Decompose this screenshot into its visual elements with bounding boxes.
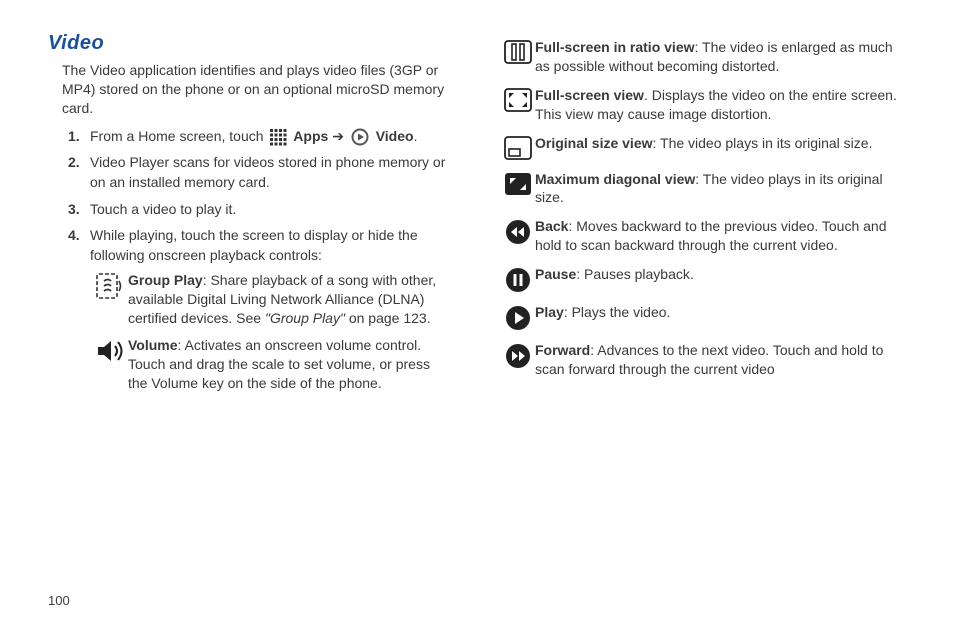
original-size-icon [501, 134, 535, 160]
left-feature-list: Group Play: Share playback of a song wit… [94, 271, 453, 392]
group-play-icon [94, 271, 128, 328]
feature-desc: Forward: Advances to the next video. Tou… [535, 341, 906, 379]
feature-item: Maximum diagonal view: The video plays i… [501, 170, 906, 208]
max-diagonal-icon [501, 170, 535, 208]
feature-item: Pause: Pauses playback. [501, 265, 906, 293]
feature-item: Original size view: The video plays in i… [501, 134, 906, 160]
feature-item: Full-screen view. Displays the video on … [501, 86, 906, 124]
fullscreen-icon [501, 86, 535, 124]
right-feature-list: Full-screen in ratio view: The video is … [501, 38, 906, 379]
fullscreen-ratio-icon [501, 38, 535, 76]
video-label: Video [376, 128, 414, 144]
back-icon [501, 217, 535, 255]
step-item: 3. Touch a video to play it. [68, 199, 453, 219]
left-column: Video The Video application identifies a… [48, 32, 453, 401]
feature-item: Volume: Activates an onscreen volume con… [94, 336, 453, 393]
step-number: 4. [68, 225, 90, 266]
page-number: 100 [48, 593, 70, 608]
feature-desc: Full-screen in ratio view: The video is … [535, 38, 906, 76]
step-body: Touch a video to play it. [90, 199, 453, 219]
feature-item: Back: Moves backward to the previous vid… [501, 217, 906, 255]
section-title: Video [48, 32, 453, 55]
feature-desc: Volume: Activates an onscreen volume con… [128, 336, 453, 393]
step-number: 3. [68, 199, 90, 219]
feature-desc: Play: Plays the video. [535, 303, 906, 331]
feature-desc: Original size view: The video plays in i… [535, 134, 906, 160]
step-item: 4. While playing, touch the screen to di… [68, 225, 453, 266]
feature-item: Forward: Advances to the next video. Tou… [501, 341, 906, 379]
feature-desc: Maximum diagonal view: The video plays i… [535, 170, 906, 208]
step-item: 2. Video Player scans for videos stored … [68, 152, 453, 193]
step-number: 1. [68, 126, 90, 146]
feature-desc: Pause: Pauses playback. [535, 265, 906, 293]
feature-desc: Full-screen view. Displays the video on … [535, 86, 906, 124]
step-number: 2. [68, 152, 90, 193]
apps-grid-icon [269, 128, 287, 146]
steps-list: 1. From a Home screen, touch [68, 126, 453, 266]
forward-icon [501, 341, 535, 379]
step-item: 1. From a Home screen, touch [68, 126, 453, 146]
feature-desc: Back: Moves backward to the previous vid… [535, 217, 906, 255]
feature-item: Play: Plays the video. [501, 303, 906, 331]
video-app-icon [350, 128, 370, 146]
feature-desc: Group Play: Share playback of a song wit… [128, 271, 453, 328]
feature-item: Group Play: Share playback of a song wit… [94, 271, 453, 328]
step-body: While playing, touch the screen to displ… [90, 225, 453, 266]
page-content: Video The Video application identifies a… [0, 0, 954, 401]
play-icon [501, 303, 535, 331]
volume-icon [94, 336, 128, 393]
right-column: Full-screen in ratio view: The video is … [501, 32, 906, 401]
intro-text: The Video application identifies and pla… [62, 61, 453, 118]
pause-icon [501, 265, 535, 293]
apps-label: Apps [293, 128, 328, 144]
step-body: From a Home screen, touch Apps ➔ [90, 126, 453, 146]
step-body: Video Player scans for videos stored in … [90, 152, 453, 193]
feature-item: Full-screen in ratio view: The video is … [501, 38, 906, 76]
